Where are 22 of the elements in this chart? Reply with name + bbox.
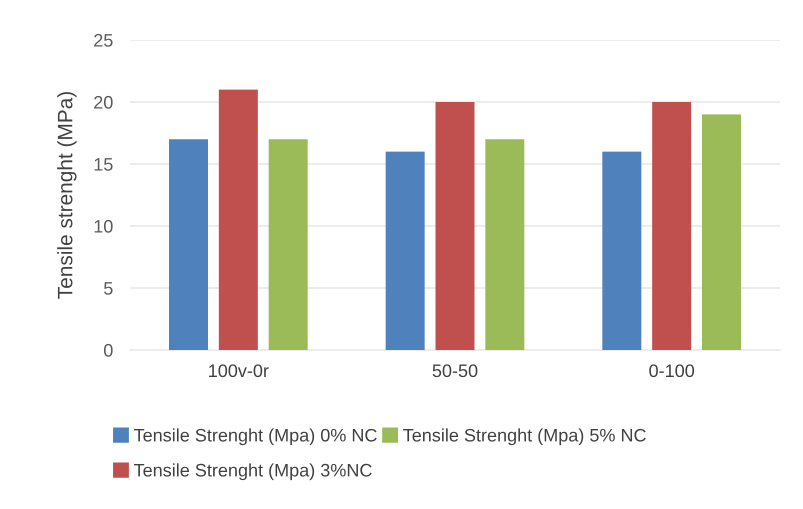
bar — [386, 152, 425, 350]
bar — [702, 114, 741, 350]
bar — [436, 102, 474, 350]
x-tick-label: 0-100 — [649, 364, 694, 378]
bar — [652, 102, 692, 350]
y-tick-label: 0 — [104, 344, 113, 357]
bar — [485, 139, 524, 350]
bar — [218, 90, 258, 350]
legend-label: Tensile Strenght (Mpa) 3%NC — [134, 463, 372, 480]
y-tick-label: 5 — [104, 282, 113, 295]
y-tick-label: 25 — [94, 34, 113, 47]
y-axis-title: Tensile strenght (MPa) — [57, 92, 77, 299]
bar — [268, 139, 308, 350]
bar — [602, 152, 642, 350]
y-tick-label: 10 — [94, 220, 113, 233]
x-tick-label: 50-50 — [432, 364, 478, 378]
bar — [169, 139, 208, 350]
x-tick-label: 100v-0r — [209, 364, 269, 378]
y-tick-label: 15 — [94, 158, 113, 171]
y-tick-label: 20 — [94, 96, 113, 109]
legend-label: Tensile Strenght (Mpa) 5% NC — [403, 428, 646, 446]
legend-label: Tensile Strenght (Mpa) 0% NC — [134, 428, 377, 446]
